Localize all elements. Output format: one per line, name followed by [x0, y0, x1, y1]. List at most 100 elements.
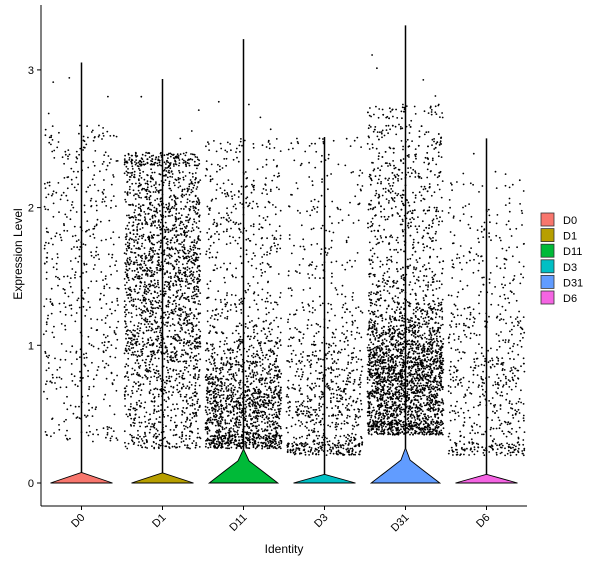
point [208, 383, 210, 385]
point [238, 426, 240, 429]
point [319, 349, 321, 352]
point [93, 174, 96, 177]
point [192, 317, 195, 320]
point [133, 334, 136, 337]
point [268, 444, 271, 447]
point [95, 246, 98, 249]
point [295, 405, 298, 408]
point [146, 267, 149, 270]
point [131, 165, 134, 168]
point [178, 390, 181, 393]
point [195, 288, 198, 291]
point [250, 399, 253, 402]
point [229, 262, 232, 265]
point [45, 241, 47, 244]
point [93, 237, 96, 239]
point [139, 214, 142, 217]
point [313, 440, 316, 442]
point [116, 300, 119, 302]
point [192, 301, 195, 304]
point [124, 347, 127, 350]
point [144, 361, 146, 364]
point [238, 322, 241, 325]
point [176, 238, 179, 241]
point [100, 239, 103, 242]
point [135, 354, 137, 356]
point [136, 403, 138, 406]
point [196, 278, 198, 281]
point [175, 283, 178, 286]
point [107, 155, 110, 157]
point [167, 371, 170, 374]
point [116, 439, 119, 441]
point [238, 227, 241, 230]
point [274, 341, 277, 343]
point [236, 242, 239, 245]
point [68, 304, 71, 307]
point [248, 345, 251, 348]
point [132, 353, 135, 356]
point [221, 428, 224, 431]
point [192, 367, 195, 370]
point [274, 301, 276, 304]
point [136, 390, 138, 393]
point [278, 175, 281, 177]
point [340, 427, 343, 430]
point [193, 391, 196, 394]
point [272, 351, 275, 353]
point [108, 426, 110, 429]
point [80, 335, 83, 337]
point [136, 373, 138, 376]
point [112, 231, 115, 234]
point [146, 440, 148, 442]
point [240, 435, 243, 438]
point [138, 160, 141, 163]
point [69, 404, 72, 407]
point [154, 357, 157, 359]
point [173, 346, 176, 349]
point [143, 260, 146, 263]
point [186, 231, 188, 234]
point [138, 196, 141, 199]
point [152, 178, 155, 181]
point [316, 377, 319, 380]
point [53, 432, 55, 434]
point [269, 363, 271, 365]
point [154, 300, 157, 303]
point [225, 363, 228, 366]
point [58, 302, 61, 305]
point [52, 243, 54, 246]
point [161, 395, 163, 397]
point [246, 350, 248, 353]
point [58, 211, 60, 214]
point [172, 282, 175, 285]
point [273, 380, 276, 383]
point [148, 320, 151, 323]
point [50, 134, 53, 137]
point [135, 437, 138, 439]
point [127, 364, 130, 367]
point [150, 209, 153, 211]
point [47, 362, 50, 364]
point [280, 427, 282, 430]
point [76, 416, 79, 418]
point [191, 279, 194, 282]
point [231, 183, 234, 186]
point [214, 387, 217, 390]
point [113, 413, 116, 416]
point [70, 167, 73, 170]
point [113, 330, 116, 332]
point [276, 444, 279, 447]
point [267, 339, 270, 342]
point [152, 154, 155, 157]
point [196, 378, 199, 381]
point [315, 150, 318, 153]
point [135, 152, 137, 155]
point [160, 341, 162, 344]
point [152, 307, 155, 310]
point [265, 177, 267, 180]
point [179, 315, 182, 317]
point [173, 276, 176, 278]
point [209, 435, 212, 438]
point [210, 442, 213, 445]
